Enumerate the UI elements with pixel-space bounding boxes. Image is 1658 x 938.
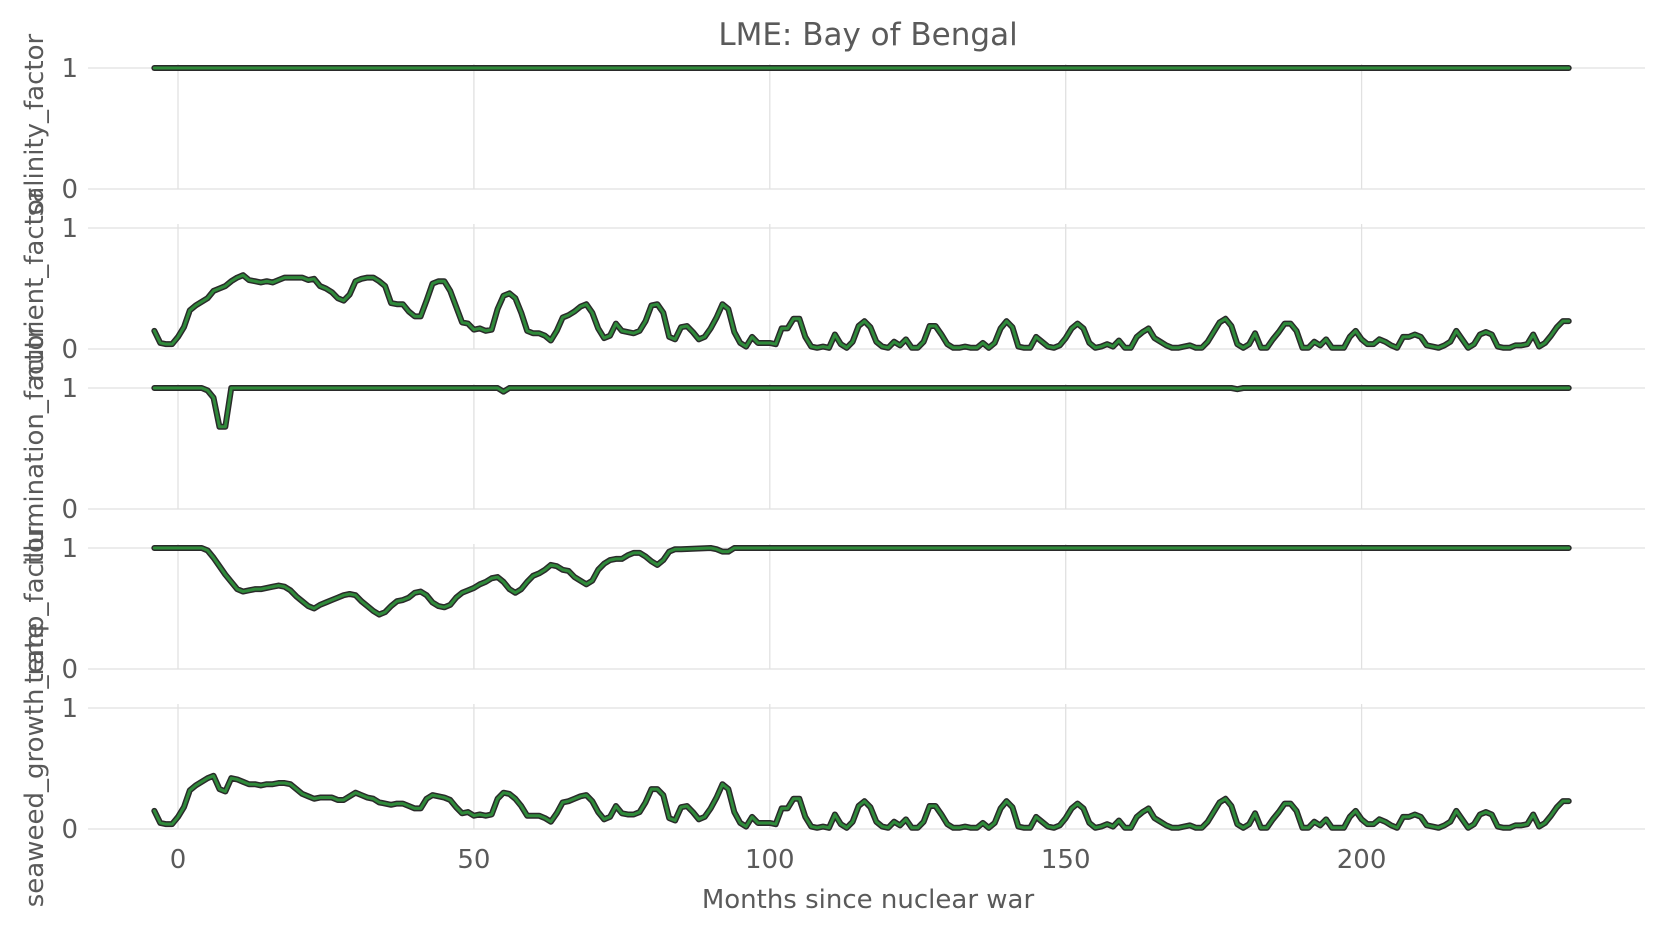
- series-line: [152, 774, 1571, 830]
- panel-salinity-factor: 0 1 salinity_factor: [20, 34, 1645, 217]
- y-tick-label: 1: [61, 374, 78, 404]
- y-axis-label: illumination_factor: [20, 324, 50, 566]
- y-tick-label: 0: [61, 335, 78, 365]
- x-tick-label: 0: [170, 845, 187, 875]
- x-axis-label: Months since nuclear war: [702, 885, 1035, 915]
- x-tick-label: 150: [1041, 845, 1091, 875]
- y-axis-label: seaweed_growth_rate: [20, 623, 50, 908]
- y-tick-label: 0: [61, 815, 78, 845]
- y-tick-label: 0: [61, 175, 78, 205]
- y-tick-label: 1: [61, 694, 78, 724]
- series-line: [152, 386, 1571, 429]
- y-axis-label: salinity_factor: [20, 34, 50, 217]
- y-axis-label: temp_factor: [20, 526, 50, 684]
- y-tick-label: 1: [61, 534, 78, 564]
- series-line-outline: [151, 272, 1572, 351]
- y-tick-label: 0: [61, 495, 78, 525]
- y-tick-label: 0: [61, 655, 78, 685]
- series-line: [152, 273, 1571, 350]
- series-line: [152, 546, 1571, 617]
- panel-temp-factor: 0 1 temp_factor: [20, 526, 1645, 685]
- panel-nutrient-factor: 0 1 nutrient_factor: [20, 188, 1645, 381]
- y-tick-label: 1: [61, 54, 78, 84]
- x-tick-label: 200: [1337, 845, 1387, 875]
- x-tick-label: 50: [457, 845, 490, 875]
- panels: 0 1 salinity_factor 0 1 nutrient_factor 0 1 illu…: [20, 34, 1645, 908]
- series-line-outline: [151, 385, 1572, 430]
- x-axis-ticks: 0 50 100 150 200: [170, 845, 1387, 875]
- y-tick-label: 1: [61, 214, 78, 244]
- panel-seaweed-growth-rate: 0 1 seaweed_growth_rate: [20, 623, 1645, 908]
- y-axis-label: nutrient_factor: [20, 188, 50, 381]
- x-tick-label: 100: [745, 845, 795, 875]
- chart-title: LME: Bay of Bengal: [718, 17, 1017, 53]
- panel-illumination-factor: 0 1 illumination_factor: [20, 324, 1645, 566]
